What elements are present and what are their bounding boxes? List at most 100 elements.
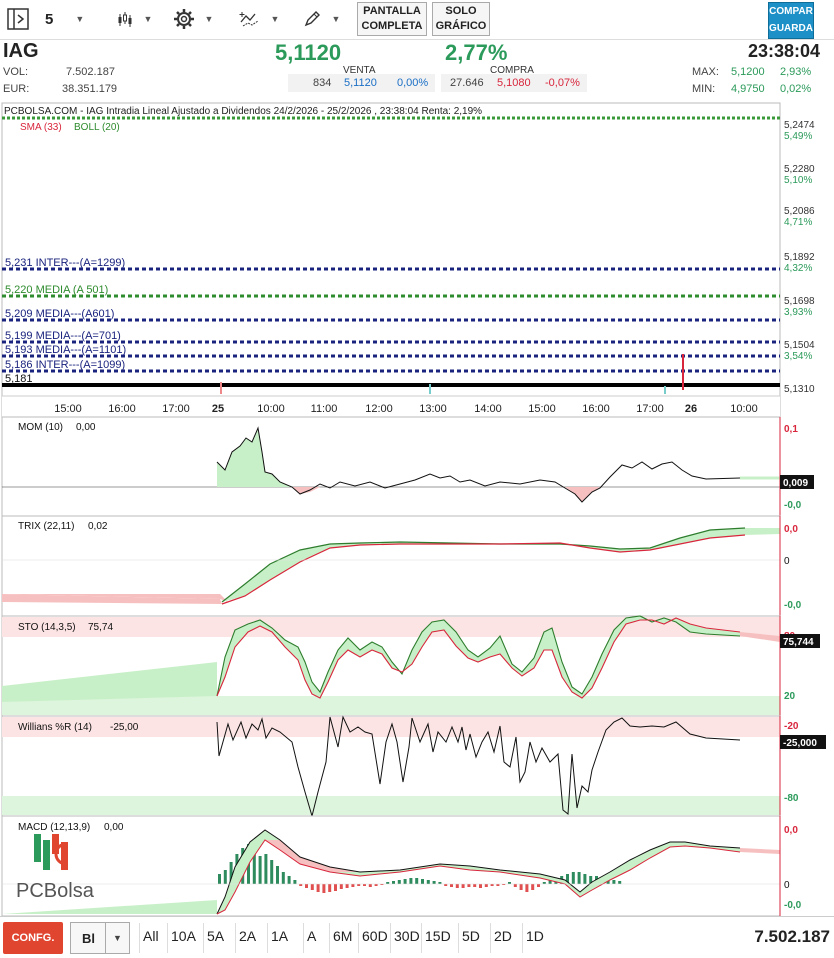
time-axis-label: 26 (685, 403, 697, 415)
macd-histogram-bar (380, 884, 384, 885)
top-toolbar: 5 ▼ ▼ ▼ ▼ ▼ PANTALLA COMP (0, 0, 834, 40)
price-level-label: 5,186 INTER---(A=1099) (5, 359, 125, 371)
chevron-down-icon: ▼ (105, 923, 129, 953)
macd-histogram-bar (357, 884, 361, 886)
range-button-6m[interactable]: 6M (333, 928, 353, 944)
chart-only-button[interactable]: SOLO GRÁFICO (432, 2, 490, 36)
chart-style-button[interactable]: ▼ (112, 4, 156, 34)
config-button[interactable]: CONFG. (3, 922, 63, 954)
macd-histogram-bar (618, 881, 622, 884)
indicators-icon (239, 12, 258, 27)
macd-histogram-bar (612, 880, 616, 884)
price-level-label: 5,209 MEDIA---(A601) (5, 308, 114, 320)
time-axis-label: 10:00 (257, 403, 285, 415)
price-axis-percent: 3,54% (784, 351, 812, 362)
range-button-15d[interactable]: 15D (425, 928, 451, 944)
macd-histogram-bar (270, 860, 274, 884)
price-axis-percent: 5,49% (784, 131, 812, 142)
macd-histogram-bar (264, 854, 268, 884)
settings-button[interactable]: ▼ (170, 4, 216, 34)
range-button-2d[interactable]: 2D (494, 928, 512, 944)
buy-label: COMPRA (490, 65, 534, 76)
mom-fill-positive (217, 428, 780, 487)
time-axis-label: 17:00 (636, 403, 664, 415)
min-value: 4,9750 (731, 83, 765, 95)
macd-histogram-bar (566, 874, 569, 884)
range-button-5a[interactable]: 5A (207, 928, 225, 944)
macd-histogram-bar (229, 862, 233, 884)
sto-left-fill (2, 662, 217, 702)
chevron-down-icon: ▼ (204, 14, 214, 24)
macd-histogram-bar (403, 879, 407, 884)
range-button-1d[interactable]: 1D (526, 928, 544, 944)
pencil-icon (304, 11, 320, 27)
eur-label: EUR: (3, 83, 30, 95)
range-button-60d[interactable]: 60D (362, 928, 388, 944)
macd-fill (217, 830, 740, 914)
range-separator (421, 923, 422, 953)
range-button-a[interactable]: A (307, 928, 317, 944)
candles-icon (118, 12, 132, 27)
interval-select[interactable]: 5 ▼ (45, 4, 95, 34)
last-price: 5,1120 (275, 40, 342, 65)
change-percent: 2,77% (445, 40, 508, 65)
indicators-button[interactable]: ▼ (236, 4, 282, 34)
bottom-toolbar: CONFG. Bl ▼ All 10A 5A 2A 1A A 6M 60D 30D 15D 5D 2D… (0, 916, 834, 958)
range-button-30d[interactable]: 30D (394, 928, 420, 944)
range-button-5d[interactable]: 5D (462, 928, 480, 944)
macd-histogram-bar (415, 878, 419, 884)
interval-value: 5 (45, 10, 54, 28)
price-axis-label: 5,1698 (784, 296, 815, 307)
macd-histogram-bar (252, 850, 256, 884)
volume-value: 7.502.187 (66, 66, 115, 78)
chart-area[interactable]: PCBOLSA.COM - IAG Intradia Lineal Ajusta… (0, 102, 834, 917)
range-separator (267, 923, 268, 953)
range-button-2a[interactable]: 2A (239, 928, 257, 944)
range-button-10a[interactable]: 10A (171, 928, 196, 944)
chart-type-value: Bl (82, 931, 95, 946)
macd-histogram-bar (334, 884, 337, 891)
trix-fill-negative-base (2, 594, 222, 604)
drawing-tools-button[interactable]: ▼ (298, 4, 344, 34)
range-button-all[interactable]: All (143, 928, 159, 944)
sidebar-toggle-button[interactable] (4, 4, 32, 34)
macd-histogram-bar (386, 882, 390, 884)
macd-histogram-bar (571, 872, 575, 884)
quote-time: 23:38:04 (747, 41, 820, 61)
macd-histogram-bar (444, 884, 448, 886)
time-axis-label: 15:00 (54, 403, 82, 415)
price-level-label: 5,193 MEDIA---(A=1101) (5, 344, 126, 356)
macd-histogram-bar (519, 884, 523, 890)
time-axis-band (2, 396, 780, 417)
range-separator (303, 923, 304, 953)
price-axis-label: 5,1892 (784, 252, 815, 263)
williams-panel: Willians %R (14) -25,00 -20 -80 -25,000 (1, 715, 826, 818)
max-value: 5,1200 (731, 66, 765, 78)
macd-histogram-bar (421, 879, 424, 884)
price-axis-label: 5,2474 (784, 120, 815, 131)
macd-histogram-bar (537, 884, 540, 887)
range-separator (235, 923, 236, 953)
min-percent: 0,02% (780, 83, 812, 95)
macd-histogram-bar (577, 872, 581, 884)
range-separator (458, 923, 459, 953)
sell-label: VENTA (343, 65, 376, 76)
compare-button[interactable]: COMPAR GUARDA (768, 2, 814, 39)
trix-signal-line (221, 534, 746, 605)
min-label: MIN: (692, 83, 716, 95)
chart-svg[interactable]: PCBOLSA.COM - IAG Intradia Lineal Ajusta… (0, 102, 834, 917)
macd-histogram-bar (316, 884, 320, 892)
time-axis-label: 17:00 (162, 403, 190, 415)
trix-fill-positive (222, 528, 745, 602)
macd-histogram-bar (218, 874, 221, 884)
macd-histogram-bar (397, 880, 401, 884)
macd-histogram-bar (223, 870, 227, 884)
sto-last-value: 75,744 (783, 637, 814, 648)
max-percent: 2,93% (780, 66, 812, 78)
fullscreen-button[interactable]: PANTALLA COMPLETA (357, 2, 427, 36)
sto-axis-bottom: 20 (784, 691, 796, 702)
range-button-1a[interactable]: 1A (271, 928, 289, 944)
chart-type-select[interactable]: Bl ▼ (70, 922, 130, 954)
price-axis-percent: 4,32% (784, 263, 812, 274)
chevron-down-icon: ▼ (270, 14, 280, 24)
